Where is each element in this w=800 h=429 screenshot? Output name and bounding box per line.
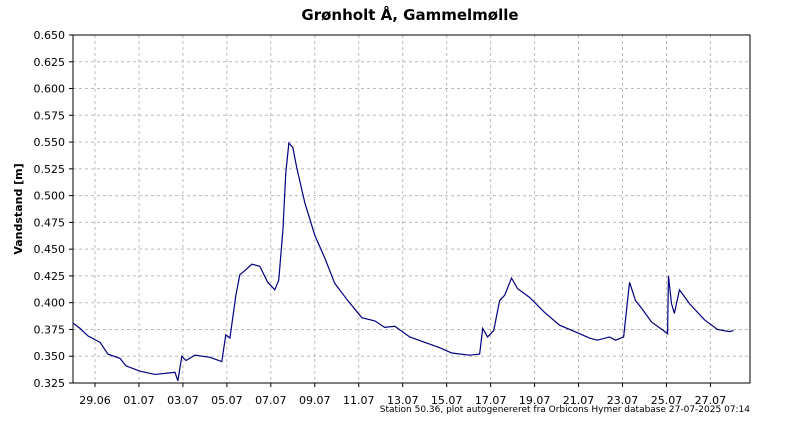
- x-tick-label: 21.07: [563, 394, 595, 407]
- data-line: [72, 141, 734, 382]
- y-tick-label: 0.550: [34, 136, 66, 149]
- x-tick-label: 13.07: [387, 394, 419, 407]
- y-tick-label: 0.350: [34, 350, 66, 363]
- annotation: Station 50.36, plot autogenereret fra Or…: [380, 405, 751, 415]
- y-axis-title: Vandstand [m]: [12, 163, 25, 254]
- x-tick-label: 25.07: [651, 394, 683, 407]
- x-tick-label: 15.07: [431, 394, 463, 407]
- x-tick-label: 27.07: [695, 394, 727, 407]
- x-tick-label: 05.07: [211, 394, 243, 407]
- x-tick-label: 01.07: [123, 394, 155, 407]
- plot-frame: [72, 34, 751, 384]
- x-tick-label: 23.07: [607, 394, 639, 407]
- x-tick-label: 11.07: [343, 394, 375, 407]
- y-tick-label: 0.375: [34, 323, 66, 336]
- chart-title: Grønholt Å, Gammelmølle: [301, 5, 518, 24]
- y-tick-label: 0.650: [34, 29, 66, 42]
- y-tick-label: 0.500: [34, 190, 66, 203]
- y-tick-label: 0.450: [34, 243, 66, 256]
- x-tick-label: 03.07: [167, 394, 199, 407]
- x-tick-label: 09.07: [299, 394, 331, 407]
- y-tick-label: 0.325: [34, 377, 66, 390]
- y-tick-label: 0.425: [34, 270, 66, 283]
- x-tick-label: 07.07: [255, 394, 287, 407]
- x-tick-label: 19.07: [519, 394, 551, 407]
- y-tick-label: 0.475: [34, 216, 66, 229]
- y-tick-label: 0.525: [34, 163, 66, 176]
- y-tick-label: 0.625: [34, 56, 66, 69]
- x-tick-label: 17.07: [475, 394, 507, 407]
- y-tick-label: 0.575: [34, 109, 66, 122]
- y-tick-label: 0.400: [34, 297, 66, 310]
- x-tick-label: 29.06: [79, 394, 111, 407]
- y-tick-label: 0.600: [34, 83, 66, 96]
